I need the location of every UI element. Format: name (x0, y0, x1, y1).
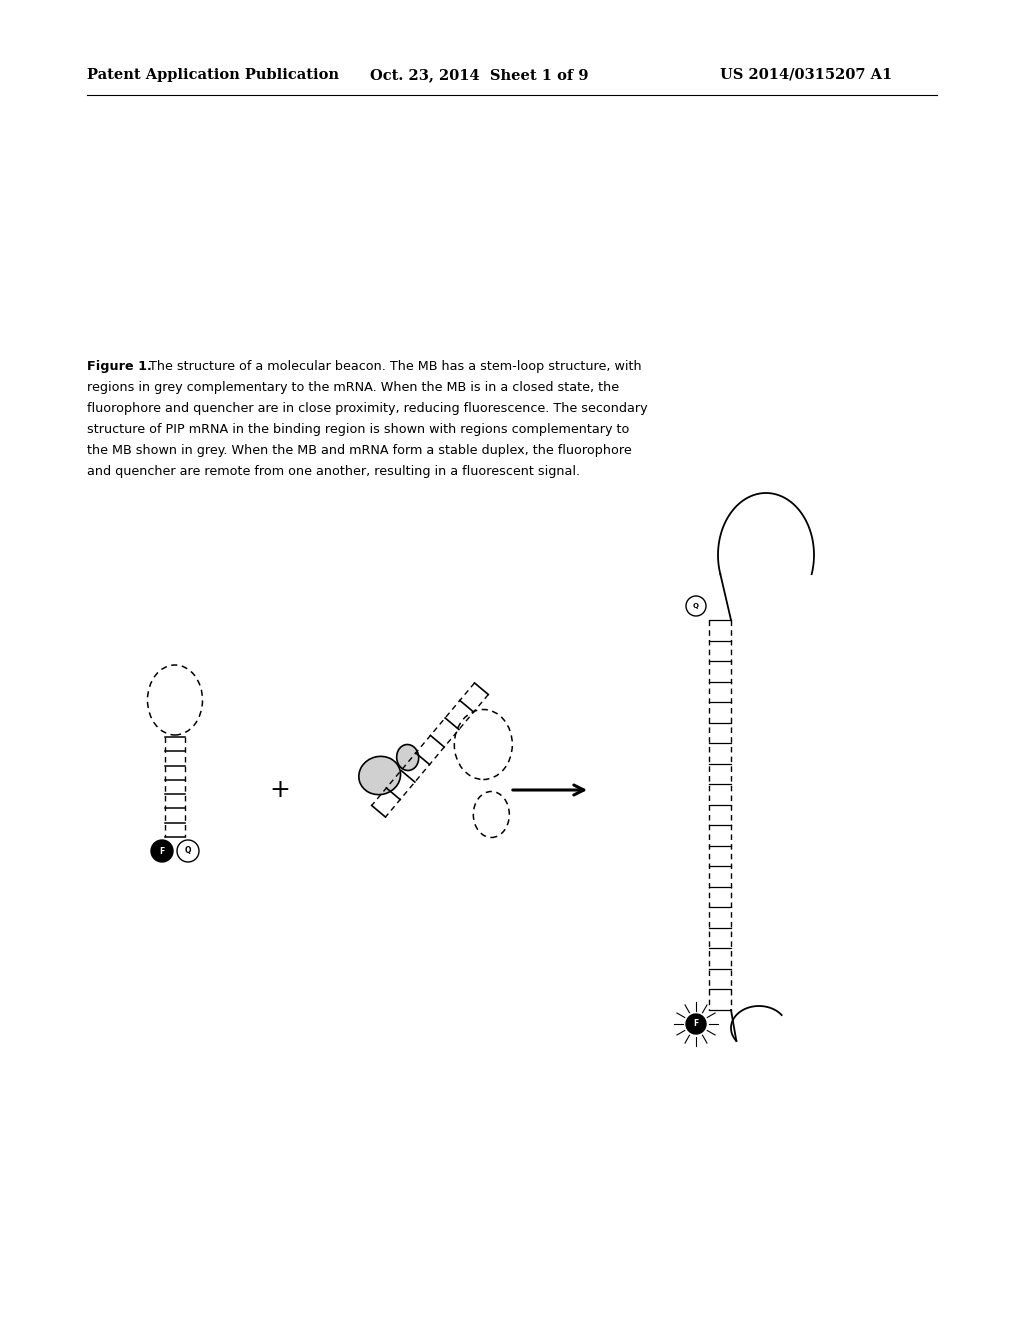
Text: and quencher are remote from one another, resulting in a fluorescent signal.: and quencher are remote from one another… (87, 465, 581, 478)
Text: Q: Q (693, 603, 699, 609)
Text: structure of PIP mRNA in the binding region is shown with regions complementary : structure of PIP mRNA in the binding reg… (87, 422, 630, 436)
Text: Patent Application Publication: Patent Application Publication (87, 69, 339, 82)
Text: regions in grey complementary to the mRNA. When the MB is in a closed state, the: regions in grey complementary to the mRN… (87, 381, 620, 393)
Text: the MB shown in grey. When the MB and mRNA form a stable duplex, the fluorophore: the MB shown in grey. When the MB and mR… (87, 444, 632, 457)
Text: +: + (269, 777, 291, 803)
Text: Oct. 23, 2014  Sheet 1 of 9: Oct. 23, 2014 Sheet 1 of 9 (370, 69, 589, 82)
Circle shape (151, 840, 173, 862)
Circle shape (686, 1014, 706, 1034)
Text: F: F (693, 1019, 698, 1028)
Text: The structure of a molecular beacon. The MB has a stem-loop structure, with: The structure of a molecular beacon. The… (145, 360, 642, 374)
Text: Figure 1.: Figure 1. (87, 360, 152, 374)
Ellipse shape (358, 756, 400, 795)
Text: fluorophore and quencher are in close proximity, reducing fluorescence. The seco: fluorophore and quencher are in close pr… (87, 403, 647, 414)
Text: Q: Q (184, 846, 191, 855)
Text: F: F (160, 846, 165, 855)
Ellipse shape (396, 744, 419, 771)
Text: US 2014/0315207 A1: US 2014/0315207 A1 (720, 69, 892, 82)
